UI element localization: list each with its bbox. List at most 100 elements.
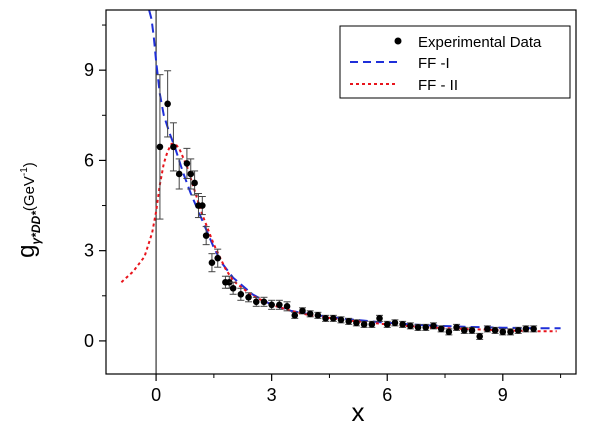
data-point <box>191 170 199 196</box>
data-marker <box>283 303 291 310</box>
data-marker <box>491 327 499 334</box>
data-marker <box>476 333 483 340</box>
x-tick-label: 0 <box>151 385 161 405</box>
data-point <box>352 319 360 327</box>
x-tick-label: 3 <box>267 385 277 405</box>
data-point <box>468 326 476 334</box>
x-tick-label: 9 <box>498 385 508 405</box>
data-marker <box>170 143 177 151</box>
data-marker <box>407 322 414 330</box>
data-point <box>414 323 422 331</box>
data-marker <box>368 321 376 328</box>
series-line-ff-ii <box>120 142 557 333</box>
data-point <box>268 299 276 310</box>
y-tick-label: 0 <box>84 331 94 351</box>
data-point <box>360 320 368 328</box>
data-point <box>198 196 206 216</box>
data-point <box>453 323 461 331</box>
data-point <box>422 323 430 331</box>
data-marker <box>202 232 210 239</box>
data-marker <box>391 319 399 327</box>
data-point <box>183 147 191 179</box>
data-marker <box>245 293 252 301</box>
data-marker <box>225 278 233 286</box>
data-marker <box>430 322 437 330</box>
data-marker <box>314 312 322 319</box>
data-point <box>514 326 522 334</box>
data-marker <box>237 290 245 298</box>
data-marker <box>445 328 453 336</box>
data-marker <box>414 324 422 331</box>
data-point <box>507 328 515 336</box>
data-point <box>337 316 345 324</box>
data-point <box>499 328 507 336</box>
data-marker <box>291 312 299 319</box>
y-axis-label-main: g <box>13 244 40 257</box>
plot-frame <box>105 9 577 375</box>
data-marker <box>191 179 198 187</box>
data-marker <box>345 318 353 325</box>
x-axis-label: x <box>352 397 365 426</box>
data-marker <box>164 100 171 108</box>
data-marker <box>468 327 476 334</box>
data-point <box>156 74 164 220</box>
data-marker <box>183 160 191 167</box>
data-marker <box>399 321 406 328</box>
data-marker <box>268 301 275 309</box>
legend-marker-experimental-data <box>394 37 402 45</box>
data-point <box>291 311 299 319</box>
data-marker <box>322 315 329 322</box>
data-point <box>437 325 445 333</box>
data-marker <box>156 143 164 151</box>
data-marker <box>229 284 237 292</box>
y-axis-label-unit-exponent: -1 <box>19 167 30 176</box>
data-marker <box>175 170 183 178</box>
y-axis-label: gγ*DD*(GeV-1) <box>13 162 43 258</box>
data-point <box>406 322 414 330</box>
data-point <box>187 158 195 190</box>
data-point <box>476 332 484 340</box>
data-marker <box>514 327 522 334</box>
data-marker <box>499 328 507 336</box>
data-point <box>530 325 538 333</box>
data-point <box>322 314 330 322</box>
data-point <box>391 319 399 327</box>
data-marker <box>453 324 460 331</box>
data-marker <box>299 307 306 315</box>
data-point <box>491 326 499 334</box>
data-point <box>345 317 353 325</box>
data-point <box>169 122 177 172</box>
data-marker <box>437 325 445 333</box>
data-point <box>314 311 322 319</box>
data-marker <box>376 315 383 322</box>
data-point <box>229 281 237 295</box>
data-point <box>260 296 268 307</box>
data-marker <box>208 259 216 266</box>
y-tick-label: 6 <box>84 150 94 170</box>
axes-layer: 0 3 6 9 0 3 6 9 <box>84 24 562 405</box>
data-point <box>237 287 245 301</box>
data-marker <box>199 202 206 209</box>
legend: Experimental Data FF -I FF - II <box>339 25 571 99</box>
y-axis-label-unit: (GeV <box>21 176 38 211</box>
series-layer <box>120 10 561 374</box>
data-marker <box>214 254 222 262</box>
data-marker <box>460 327 468 334</box>
data-point <box>483 325 491 333</box>
y-axis-label-subscript: γ*DD* <box>29 210 43 245</box>
data-point <box>399 320 407 328</box>
legend-label-experimental-data: Experimental Data <box>418 34 542 51</box>
data-marker <box>353 319 360 327</box>
data-point <box>283 301 291 312</box>
y-tick-label: 9 <box>84 60 94 80</box>
data-point <box>368 320 376 328</box>
data-marker <box>507 328 514 336</box>
data-marker <box>522 325 530 333</box>
data-marker <box>422 324 430 331</box>
data-point <box>164 70 172 138</box>
y-tick-label: 3 <box>84 241 94 261</box>
data-point <box>522 325 530 333</box>
data-point <box>208 253 216 273</box>
